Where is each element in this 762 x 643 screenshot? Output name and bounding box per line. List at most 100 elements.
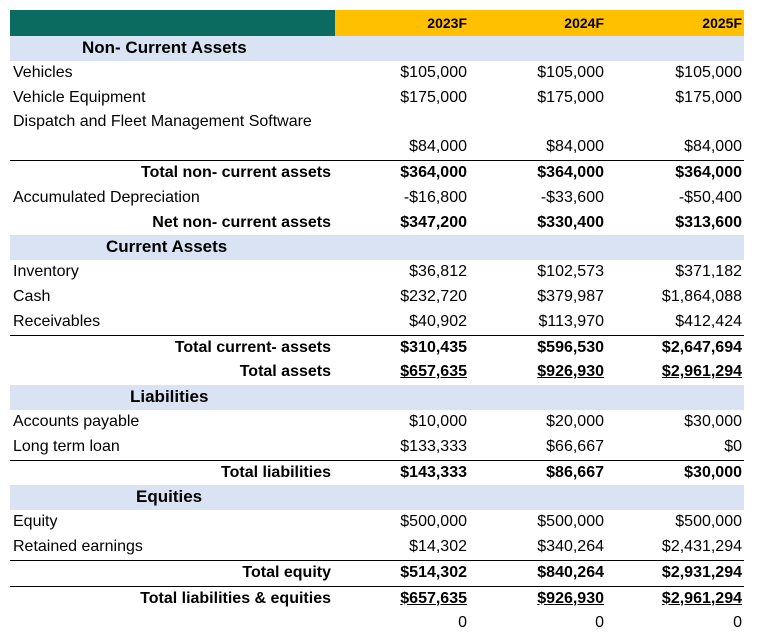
row-label[interactable]: Vehicle Equipment (13, 88, 146, 106)
cell-2024[interactable]: $84,000 (546, 138, 604, 156)
row-label[interactable]: Equity (13, 513, 58, 531)
cell-2024[interactable]: $340,264 (537, 537, 604, 555)
cell-2025[interactable]: $364,000 (675, 163, 742, 181)
row-label[interactable]: Long term loan (13, 437, 120, 455)
section-non-current-assets: Non- Current Assets (10, 36, 744, 61)
cell-2023[interactable]: $657,635 (400, 589, 467, 607)
cell-2025[interactable]: 0 (733, 614, 742, 632)
row-label[interactable]: Retained earnings (13, 537, 143, 555)
row-accounts-payable: Accounts payable $10,000 $20,000 $30,000 (10, 410, 744, 435)
row-vehicle-equipment: Vehicle Equipment $175,000 $175,000 $175… (10, 86, 744, 111)
cell-2023[interactable]: $514,302 (400, 563, 467, 581)
cell-2024[interactable]: $926,930 (537, 363, 604, 381)
cell-2023[interactable]: $143,333 (400, 463, 467, 481)
cell-2025[interactable]: $2,431,294 (661, 537, 742, 555)
cell-2024[interactable]: $926,930 (537, 589, 604, 607)
row-inventory: Inventory $36,812 $102,573 $371,182 (10, 260, 744, 285)
cell-2024[interactable]: $113,970 (538, 312, 604, 330)
cell-2025[interactable]: $30,000 (684, 463, 742, 481)
cell-2024[interactable]: $379,987 (537, 287, 604, 305)
cell-2024[interactable]: $364,000 (537, 163, 604, 181)
row-label-blank[interactable] (10, 611, 335, 636)
row-label[interactable]: Accumulated Depreciation (13, 188, 200, 206)
row-label[interactable]: Total current- assets (174, 338, 331, 356)
section-fill (335, 36, 469, 61)
row-label[interactable]: Total liabilities & equities (140, 589, 331, 607)
cell-2025[interactable]: $500,000 (675, 513, 742, 531)
cell-2023[interactable]: $175,000 (400, 88, 467, 106)
cell-2023[interactable]: $657,635 (400, 363, 467, 381)
cell-2023[interactable]: $40,902 (409, 312, 467, 330)
section-fill (606, 485, 744, 511)
row-vehicles: Vehicles $105,000 $105,000 $105,000 (10, 61, 744, 86)
cell-2024[interactable]: $102,573 (537, 263, 604, 281)
cell-2024[interactable]: $500,000 (537, 513, 604, 531)
year-header-2023[interactable]: 2023F (335, 10, 469, 36)
cell-2024[interactable]: 0 (595, 614, 604, 632)
cell-2025[interactable]: $175,000 (675, 88, 742, 106)
year-header-2024[interactable]: 2024F (469, 10, 606, 36)
row-label[interactable]: Dispatch and Fleet Management Software (13, 113, 312, 131)
row-total-liabilities: Total liabilities $143,333 $86,667 $30,0… (10, 459, 744, 486)
row-label[interactable]: Total assets (239, 363, 331, 381)
cell-2025[interactable]: $2,961,294 (661, 589, 742, 607)
cell-2023[interactable]: $364,000 (400, 163, 467, 181)
cell-2024[interactable]: $86,667 (546, 463, 604, 481)
section-equities: Equities (10, 485, 744, 511)
row-label[interactable]: Total non- current assets (141, 163, 331, 181)
cell-2025[interactable]: $84,000 (684, 138, 742, 156)
cell-2025[interactable]: $30,000 (684, 412, 742, 430)
section-fill (469, 385, 606, 410)
cell-2025[interactable]: $412,424 (675, 312, 742, 330)
cell-2025[interactable]: $0 (724, 437, 742, 455)
section-title[interactable]: Liabilities (10, 385, 335, 410)
row-label[interactable]: Cash (13, 287, 51, 305)
cell-2024[interactable]: $330,400 (537, 213, 604, 231)
row-receivables: Receivables $40,902 $113,970 $412,424 (10, 310, 744, 335)
row-label[interactable]: Total liabilities (221, 463, 331, 481)
section-fill (469, 36, 606, 61)
cell-2024[interactable]: $175,000 (537, 88, 604, 106)
cell-2024[interactable]: $66,667 (546, 437, 604, 455)
cell-2025[interactable]: $2,961,294 (661, 363, 742, 381)
cell-2023[interactable]: $10,000 (409, 412, 467, 430)
cell-2023[interactable]: $14,302 (409, 537, 467, 555)
section-title[interactable]: Non- Current Assets (10, 36, 335, 61)
cell-2025[interactable]: $105,000 (675, 63, 742, 81)
row-label[interactable]: Accounts payable (13, 412, 140, 430)
cell-2025[interactable]: $2,647,694 (661, 338, 742, 356)
section-title[interactable]: Equities (10, 485, 335, 511)
year-header-2025[interactable]: 2025F (606, 10, 744, 36)
row-label[interactable]: Total equity (242, 563, 331, 581)
cell-2023[interactable]: $232,720 (400, 287, 467, 305)
cell-2023[interactable]: $84,000 (409, 138, 467, 156)
cell-2025[interactable]: $1,864,088 (661, 287, 742, 305)
cell-2023[interactable]: $500,000 (400, 513, 467, 531)
cell-2023[interactable]: $105,000 (400, 63, 467, 81)
cell-2023[interactable]: -$16,800 (403, 188, 467, 206)
cell-2025[interactable]: $2,931,294 (661, 563, 742, 581)
cell-2025[interactable]: $371,182 (675, 263, 742, 281)
section-fill (469, 235, 606, 261)
section-title[interactable]: Current Assets (10, 235, 335, 261)
row-label[interactable]: Inventory (13, 263, 79, 281)
header-blank-cell[interactable] (10, 10, 335, 36)
row-label[interactable]: Net non- current assets (152, 213, 331, 231)
cell-2024[interactable]: $20,000 (546, 412, 604, 430)
cell-2025[interactable]: -$50,400 (678, 188, 742, 206)
row-dispatch-software: Dispatch and Fleet Management Software $… (10, 110, 744, 160)
cell-2024[interactable]: $840,264 (537, 563, 604, 581)
cell-2023[interactable]: 0 (458, 614, 467, 632)
cell-2024[interactable]: $596,530 (537, 338, 604, 356)
cell-2025[interactable]: $313,600 (675, 213, 742, 231)
row-label[interactable]: Receivables (13, 312, 101, 330)
cell-2023[interactable]: $310,435 (400, 338, 467, 356)
row-label[interactable]: Vehicles (13, 63, 73, 81)
cell-2024[interactable]: -$33,600 (540, 188, 604, 206)
row-equity: Equity $500,000 $500,000 $500,000 (10, 510, 744, 535)
cell-2024[interactable]: $105,000 (537, 63, 604, 81)
cell-2023[interactable]: $347,200 (400, 213, 467, 231)
cell-2023[interactable]: $36,812 (409, 263, 467, 281)
row-long-term-loan: Long term loan $133,333 $66,667 $0 (10, 435, 744, 460)
cell-2023[interactable]: $133,333 (400, 437, 467, 455)
